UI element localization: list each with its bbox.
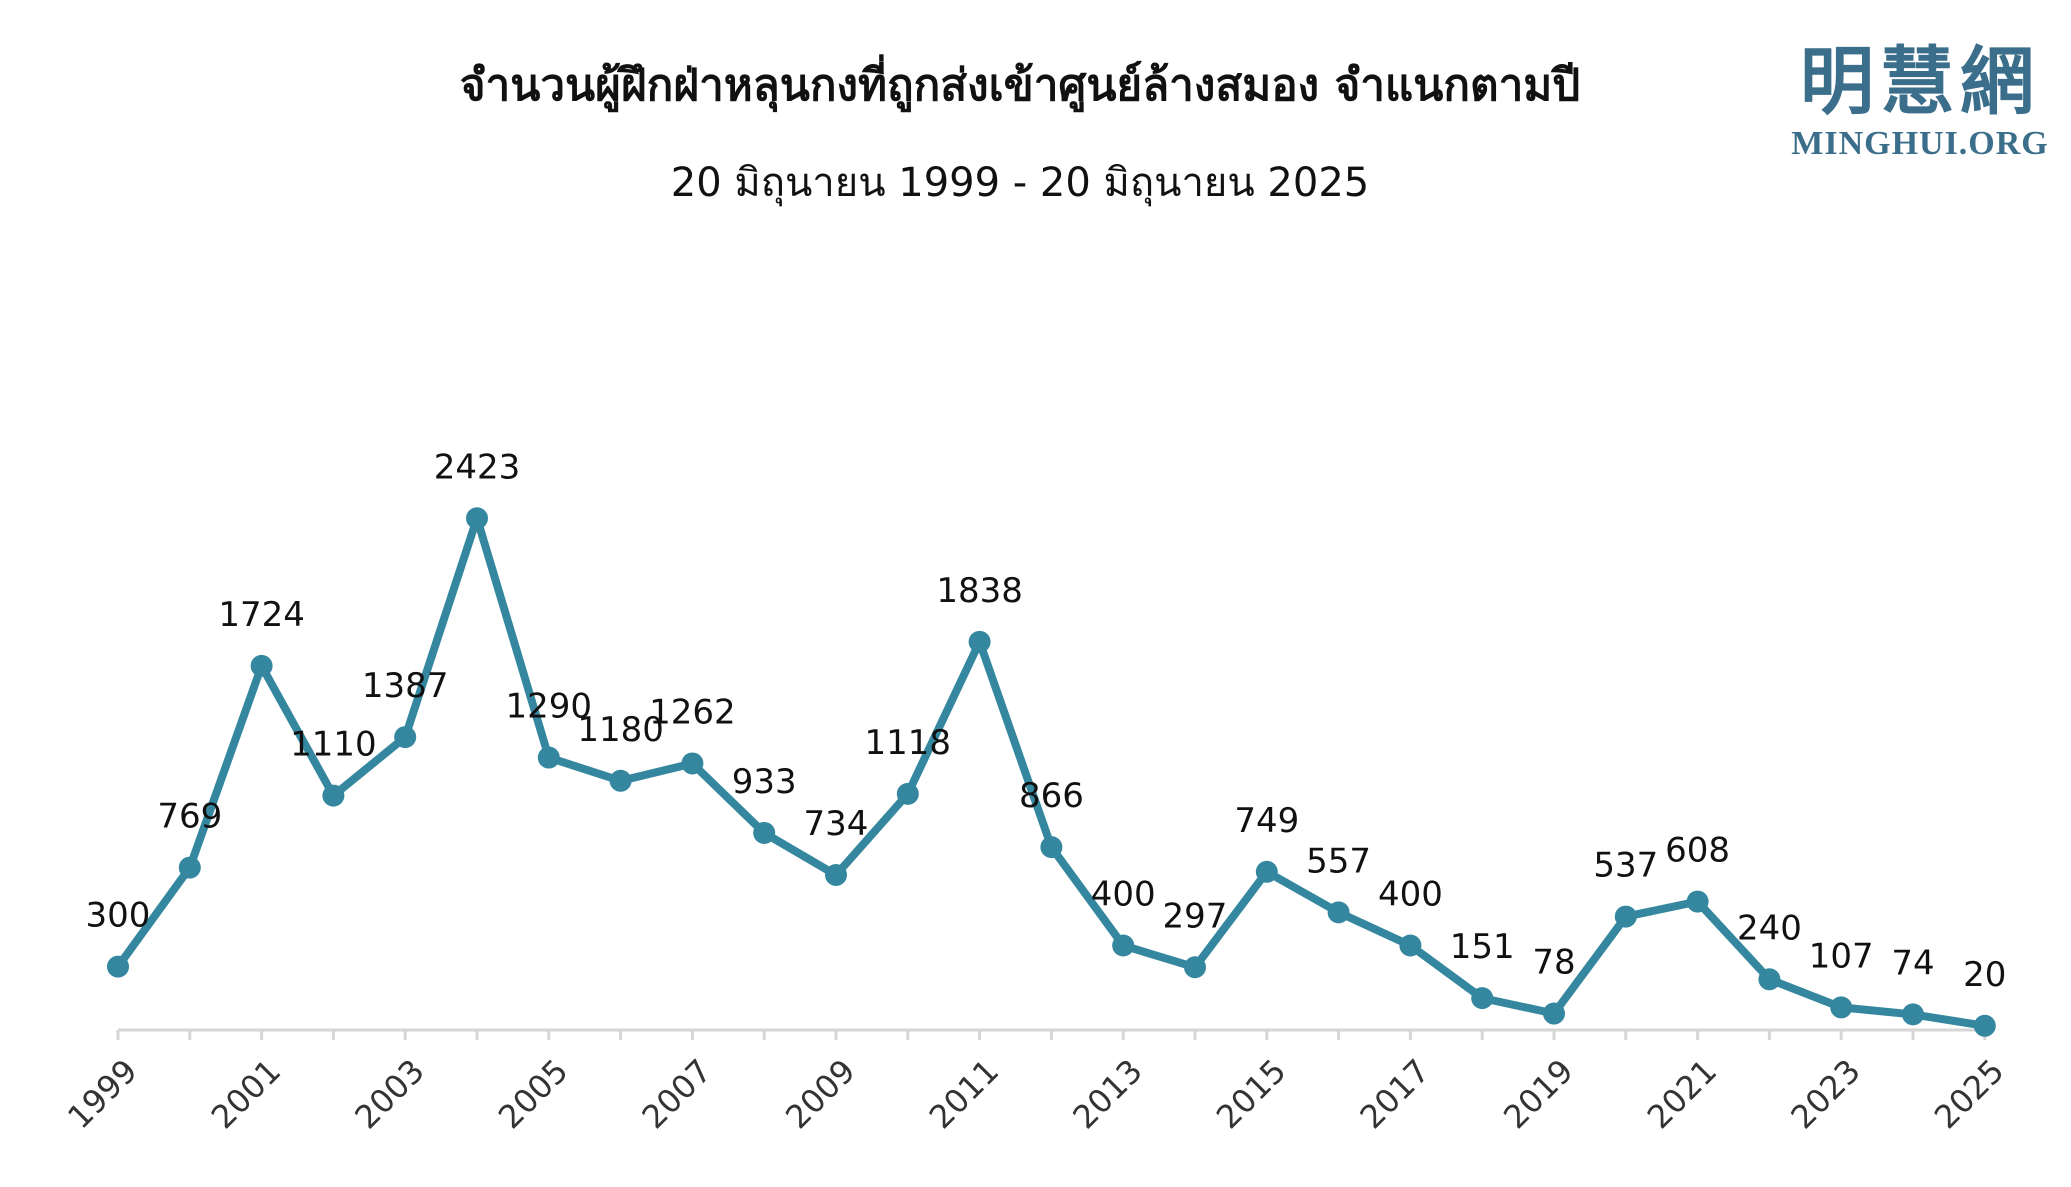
x-tick-label: 2015 bbox=[1209, 1052, 1293, 1136]
data-point bbox=[1973, 1014, 1996, 1037]
data-label: 74 bbox=[1891, 943, 1934, 983]
data-label: 1118 bbox=[865, 723, 952, 763]
data-label: 1290 bbox=[506, 687, 593, 727]
data-label: 240 bbox=[1737, 908, 1802, 948]
x-tick-label: 2001 bbox=[204, 1052, 288, 1136]
data-label: 1838 bbox=[936, 571, 1023, 611]
data-point bbox=[394, 726, 417, 749]
series-line bbox=[114, 514, 1989, 1030]
logo-chinese-text: 明慧網 bbox=[1800, 39, 2040, 125]
data-point bbox=[1758, 968, 1781, 991]
data-label: 297 bbox=[1163, 896, 1228, 936]
data-point bbox=[825, 863, 847, 886]
data-label: 400 bbox=[1091, 875, 1156, 915]
x-tick-label: 2005 bbox=[491, 1052, 575, 1136]
data-label: 749 bbox=[1234, 801, 1299, 841]
x-tick-label: 2003 bbox=[347, 1052, 431, 1136]
data-point bbox=[1614, 905, 1637, 928]
data-label: 933 bbox=[732, 762, 797, 802]
data-point bbox=[753, 821, 776, 844]
data-point bbox=[1399, 934, 1422, 957]
data-label: 734 bbox=[804, 804, 869, 844]
x-tick-label: 2007 bbox=[635, 1052, 719, 1136]
data-label: 866 bbox=[1019, 776, 1084, 816]
x-tick-label: 2019 bbox=[1496, 1052, 1580, 1136]
data-label: 1110 bbox=[290, 725, 377, 765]
data-point bbox=[896, 782, 919, 805]
data-point bbox=[1184, 956, 1206, 979]
data-point bbox=[466, 507, 488, 530]
data-point bbox=[1471, 987, 1494, 1010]
data-label: 769 bbox=[157, 797, 222, 837]
x-tick-label: 2025 bbox=[1927, 1052, 2011, 1136]
data-label: 1180 bbox=[577, 710, 664, 750]
data-point bbox=[1543, 1002, 1565, 1025]
data-label: 1724 bbox=[218, 595, 305, 635]
data-point bbox=[968, 630, 991, 653]
data-label: 78 bbox=[1532, 943, 1575, 983]
x-tick-label: 2021 bbox=[1640, 1052, 1724, 1136]
x-tick-label: 2017 bbox=[1353, 1052, 1437, 1136]
data-point bbox=[250, 654, 273, 677]
x-tick-label: 2011 bbox=[922, 1052, 1006, 1136]
data-point bbox=[107, 955, 129, 978]
data-label: 107 bbox=[1809, 936, 1874, 976]
chart-title: จำนวนผู้ฝึกฝ่าหลุนกงที่ถูกส่งเข้าศูนย์ล้… bbox=[459, 60, 1581, 111]
data-point bbox=[1830, 996, 1853, 1019]
data-label: 557 bbox=[1306, 841, 1371, 881]
chart-subtitle: 20 มิถุนายน 1999 - 20 มิถุนายน 2025 bbox=[670, 160, 1370, 206]
data-point bbox=[1255, 860, 1278, 883]
data-point bbox=[537, 746, 560, 769]
data-label: 400 bbox=[1378, 875, 1443, 915]
data-point bbox=[681, 752, 704, 775]
logo-org-text: MINGHUI.ORG bbox=[1791, 125, 2049, 162]
data-label: 300 bbox=[86, 896, 151, 936]
data-point bbox=[1327, 901, 1350, 924]
x-tick-label: 1999 bbox=[60, 1052, 144, 1136]
data-label: 537 bbox=[1593, 846, 1658, 886]
data-label: 20 bbox=[1963, 955, 2006, 995]
data-point bbox=[609, 769, 632, 792]
data-point bbox=[1112, 934, 1135, 957]
data-point bbox=[322, 784, 345, 807]
data-point bbox=[1902, 1003, 1924, 1026]
x-tick-label: 2013 bbox=[1065, 1052, 1149, 1136]
data-label: 1387 bbox=[362, 666, 449, 706]
data-label: 1262 bbox=[649, 692, 736, 732]
minghui-logo: 明慧網 MINGHUI.ORG bbox=[1790, 40, 2050, 164]
data-label: 151 bbox=[1450, 927, 1515, 967]
data-point bbox=[1040, 836, 1063, 859]
x-tick-label: 2023 bbox=[1783, 1052, 1867, 1136]
x-tick-label: 2009 bbox=[778, 1052, 862, 1136]
data-point bbox=[1686, 890, 1709, 913]
data-label: 608 bbox=[1665, 831, 1730, 871]
data-point bbox=[178, 856, 201, 879]
data-label: 2423 bbox=[434, 447, 521, 487]
